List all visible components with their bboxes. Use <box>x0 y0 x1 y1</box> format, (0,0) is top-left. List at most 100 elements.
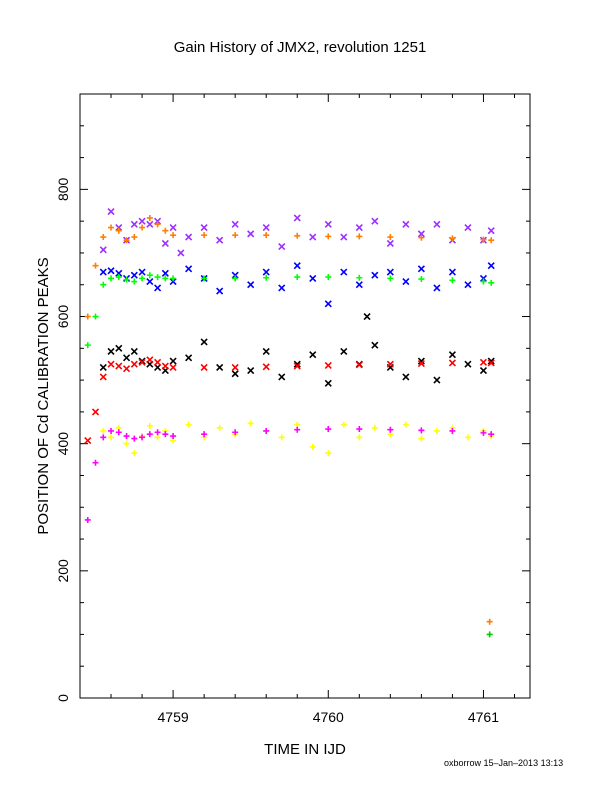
data-point <box>294 421 301 428</box>
data-series <box>99 312 495 387</box>
data-point <box>309 443 316 450</box>
data-point <box>146 272 153 279</box>
x-axis-label: TIME IN IJD <box>264 741 346 758</box>
data-point <box>146 277 154 286</box>
data-point <box>100 427 107 434</box>
data-point <box>107 208 115 216</box>
data-point <box>122 365 131 373</box>
data-point <box>84 436 92 445</box>
data-point <box>139 434 146 441</box>
data-point <box>185 421 192 428</box>
data-point <box>324 361 332 370</box>
data-point <box>417 265 425 273</box>
data-point <box>161 362 169 370</box>
data-point <box>386 239 394 247</box>
data-point <box>487 227 495 235</box>
data-point <box>131 278 138 285</box>
chart-title: Gain History of JMX2, revolution 1251 <box>174 39 427 56</box>
data-point <box>433 284 441 292</box>
data-point <box>146 422 153 429</box>
y-tick-label: 800 <box>55 177 71 201</box>
data-point <box>418 435 425 442</box>
data-point <box>139 275 146 282</box>
data-point <box>115 362 123 370</box>
data-series <box>84 426 495 523</box>
data-point <box>201 275 208 282</box>
data-point <box>99 373 107 381</box>
data-point <box>138 358 146 366</box>
data-point <box>263 427 270 434</box>
data-point <box>418 427 425 434</box>
data-point <box>100 434 107 441</box>
data-point <box>169 357 177 365</box>
data-point <box>464 360 472 368</box>
data-point <box>162 227 169 234</box>
data-point <box>294 232 301 239</box>
data-point <box>139 224 146 231</box>
data-point <box>170 232 177 239</box>
data-point <box>294 274 301 281</box>
data-point <box>216 236 224 244</box>
data-point <box>387 275 394 282</box>
data-point <box>154 358 162 366</box>
data-point <box>386 360 394 368</box>
data-point <box>170 275 177 282</box>
data-point <box>448 359 456 367</box>
data-point <box>115 344 123 352</box>
data-point <box>247 281 255 289</box>
data-point <box>448 268 456 276</box>
data-point <box>449 277 456 284</box>
data-point <box>480 236 487 243</box>
data-point <box>231 271 239 279</box>
data-point <box>161 239 169 247</box>
data-point <box>417 360 425 368</box>
data-point <box>356 434 363 441</box>
data-point <box>99 363 107 371</box>
data-point <box>146 220 154 228</box>
data-marks <box>84 208 495 638</box>
data-point <box>309 274 317 282</box>
data-point <box>123 433 130 440</box>
data-point <box>108 427 115 434</box>
data-point <box>293 262 301 270</box>
data-point <box>479 274 488 282</box>
data-point <box>107 347 115 356</box>
data-series <box>84 356 495 445</box>
data-point <box>417 230 425 238</box>
data-point <box>146 214 153 221</box>
data-point <box>278 243 286 251</box>
data-point <box>387 426 394 433</box>
data-point <box>402 373 410 381</box>
data-point <box>154 434 161 441</box>
data-point <box>146 356 154 364</box>
data-point <box>138 357 146 365</box>
data-point <box>146 431 153 438</box>
data-point <box>371 341 379 349</box>
data-point <box>170 433 177 440</box>
data-point <box>356 274 363 281</box>
data-point <box>262 223 270 232</box>
data-point <box>262 363 270 371</box>
data-point <box>479 358 488 366</box>
data-point <box>201 431 208 438</box>
data-point <box>115 274 122 281</box>
data-point <box>355 281 363 289</box>
data-series <box>486 631 493 638</box>
data-point <box>262 347 270 356</box>
data-series <box>99 208 495 257</box>
data-point <box>185 354 193 362</box>
data-point <box>84 313 91 320</box>
data-point <box>123 440 130 447</box>
data-point <box>92 459 99 466</box>
data-point <box>325 274 332 281</box>
data-point <box>84 516 91 523</box>
data-point <box>262 268 270 276</box>
data-point <box>355 361 363 369</box>
data-point <box>309 351 317 359</box>
data-point <box>340 421 347 428</box>
data-point <box>169 363 177 371</box>
data-point <box>433 427 440 434</box>
data-point <box>231 220 239 228</box>
data-point <box>293 360 301 368</box>
